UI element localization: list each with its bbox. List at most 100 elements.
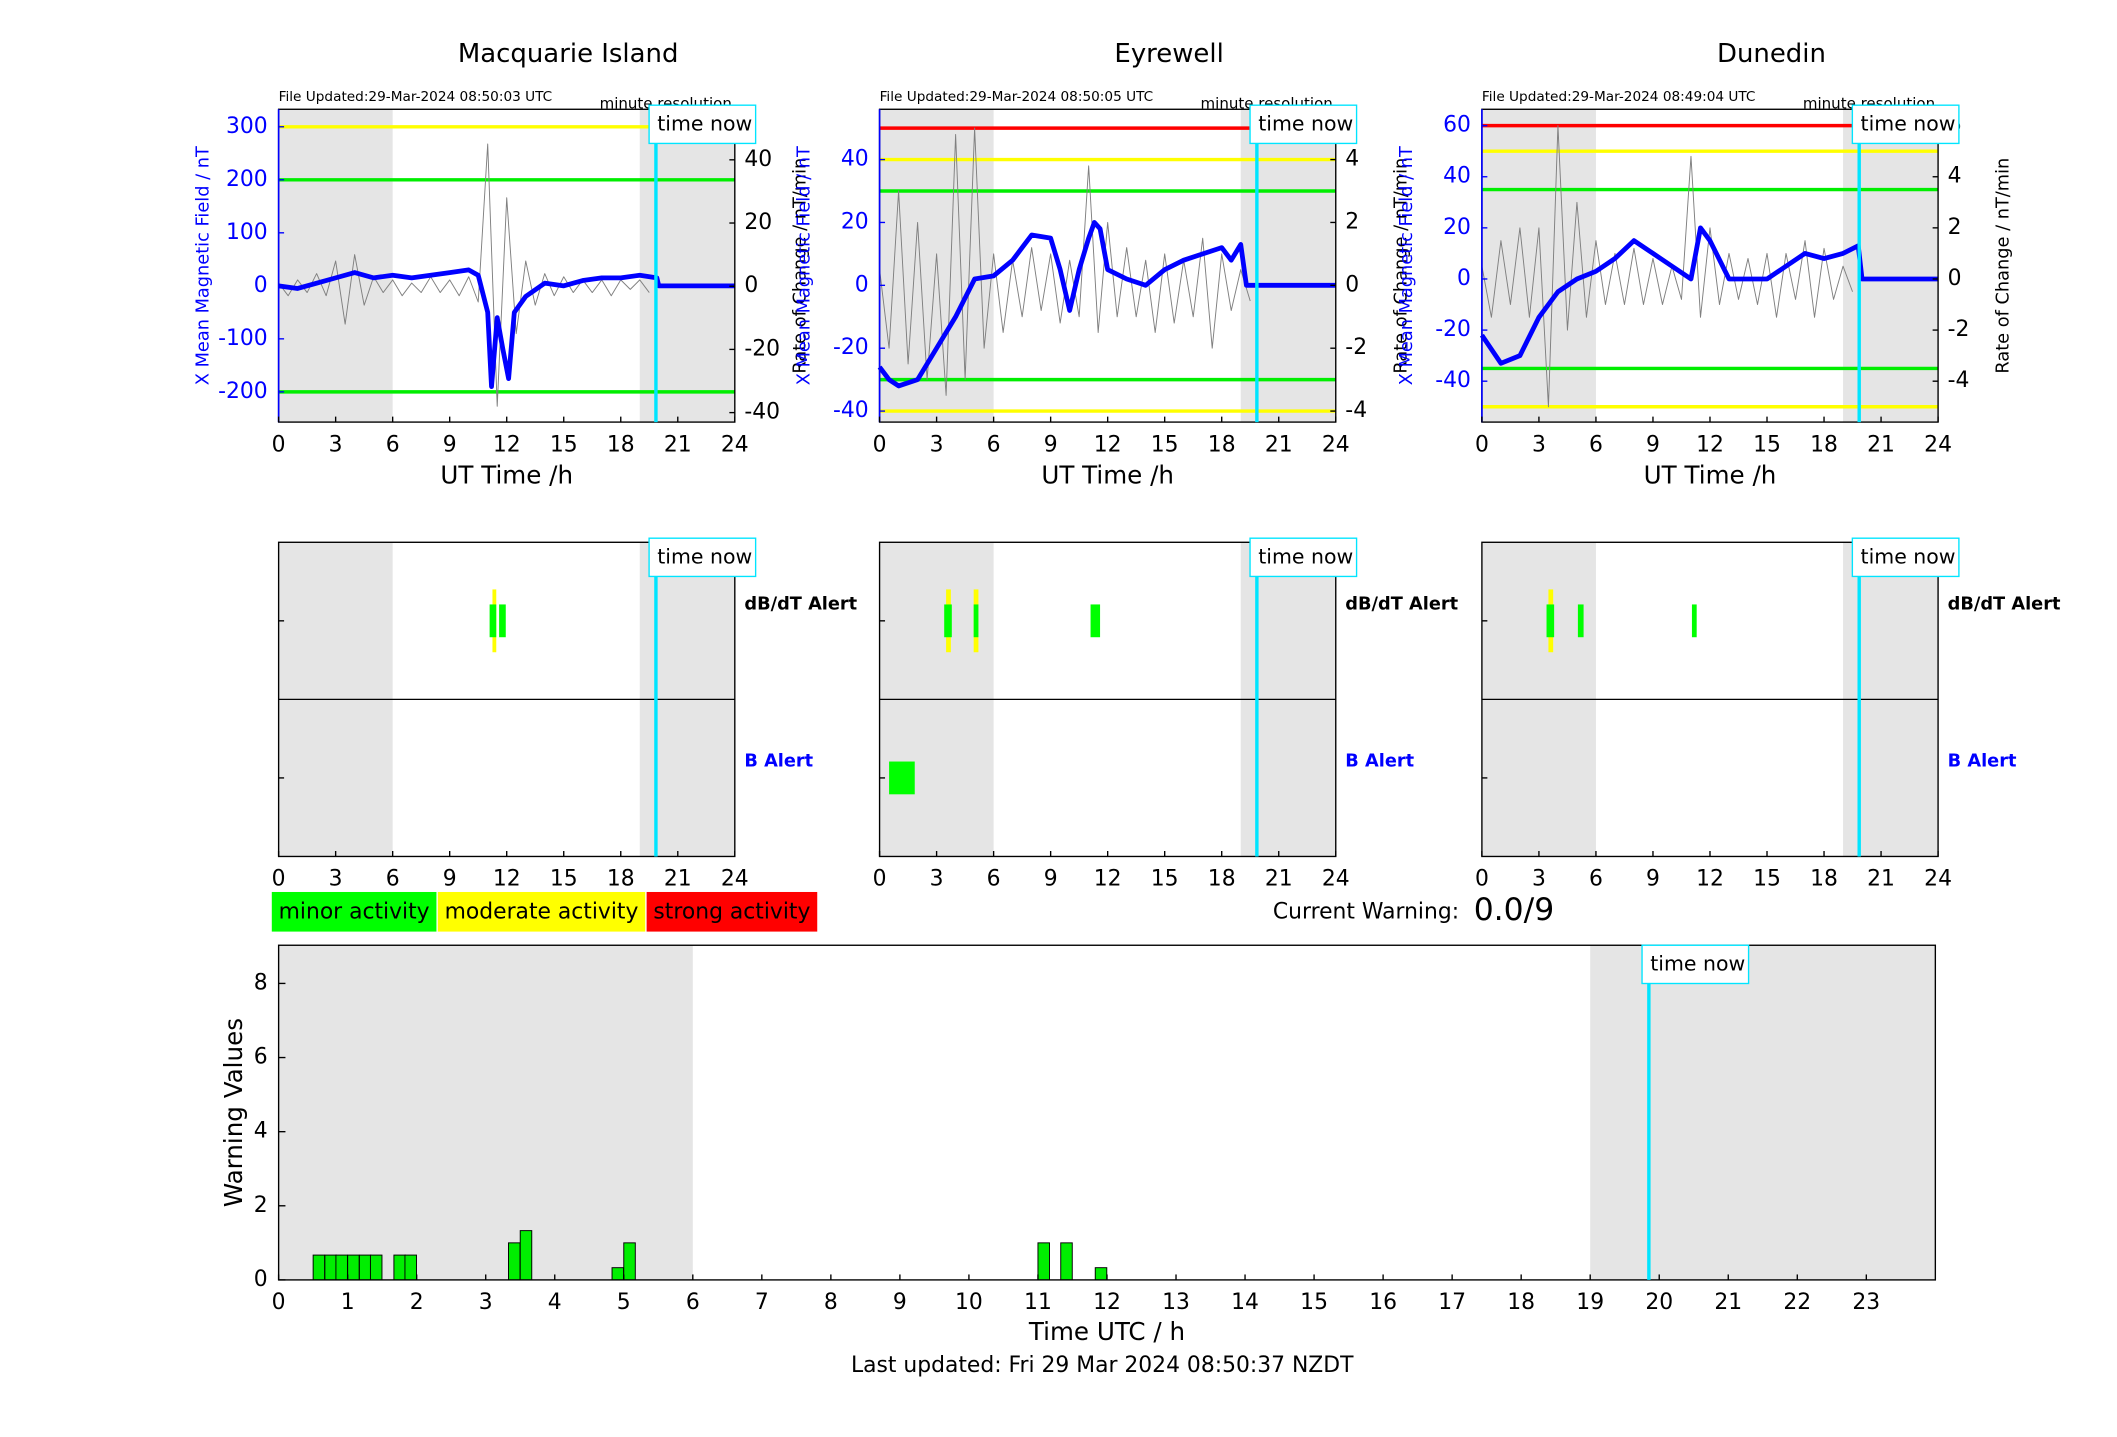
- time-now-box: [1641, 944, 1750, 985]
- x-tick-label: 21: [1265, 867, 1293, 892]
- row-label: dB/dT Alert: [744, 594, 857, 614]
- x-tick-label: 24: [721, 432, 749, 457]
- warning-bar: [393, 1254, 406, 1281]
- x-tick-label: 0: [873, 432, 887, 457]
- time-now-label: time now: [1861, 111, 1956, 135]
- x-tick-label: 12: [1696, 867, 1724, 892]
- x-tick-label: 3: [1532, 432, 1546, 457]
- x-axis-label: UT Time /h: [1041, 461, 1174, 490]
- x-tick-label: 21: [1714, 1290, 1742, 1315]
- time-now-box: [1249, 104, 1358, 145]
- legend-label: moderate activity: [445, 899, 639, 924]
- x-tick-label: 11: [1024, 1290, 1052, 1315]
- y2-tick-label: 40: [744, 147, 772, 172]
- x-tick-label: 15: [1753, 867, 1781, 892]
- y-tick-label: 0: [254, 273, 268, 298]
- x-tick-label: 14: [1231, 1290, 1259, 1315]
- legend-label: minor activity: [279, 899, 430, 924]
- x-tick-label: 24: [1322, 432, 1350, 457]
- x-tick-label: 15: [1300, 1290, 1328, 1315]
- x-tick-label: 24: [1924, 432, 1952, 457]
- y2-axis-label: Rate of Change / nT/min: [790, 158, 810, 374]
- y2-tick-label: 20: [744, 210, 772, 235]
- rate-line: [278, 143, 650, 407]
- alert-bar: [1090, 604, 1101, 638]
- x-tick-label: 22: [1783, 1290, 1811, 1315]
- y2-tick-label: 0: [744, 273, 758, 298]
- x-tick-label: 6: [987, 432, 1001, 457]
- x-tick-label: 18: [1810, 867, 1838, 892]
- warning-bar: [611, 1267, 625, 1281]
- row-label: B Alert: [744, 752, 813, 772]
- x-tick-label: 6: [386, 867, 400, 892]
- x-tick-label: 9: [893, 1290, 907, 1315]
- y2-tick-label: 0: [1948, 266, 1962, 291]
- x-tick-label: 3: [1532, 867, 1546, 892]
- x-tick-label: 21: [1867, 867, 1895, 892]
- x-tick-label: 6: [987, 867, 1001, 892]
- y-tick-label: -40: [1435, 368, 1471, 393]
- row-label: dB/dT Alert: [1345, 594, 1458, 614]
- x-tick-label: 1: [341, 1290, 355, 1315]
- x-tick-label: 16: [1369, 1290, 1397, 1315]
- current-warning-value: 0.0/9: [1474, 892, 1555, 928]
- x-tick-label: 15: [550, 432, 578, 457]
- time-now-label: time now: [657, 544, 752, 568]
- alert-bar: [499, 604, 506, 638]
- y2-tick-label: -4: [1948, 368, 1970, 393]
- y-tick-label: 8: [254, 970, 268, 995]
- file-updated: File Updated:29-Mar-2024 08:50:03 UTC: [279, 89, 553, 105]
- warning-bar: [519, 1230, 533, 1281]
- x-tick-label: 9: [1044, 867, 1058, 892]
- x-tick-label: 21: [664, 867, 692, 892]
- x-tick-label: 24: [721, 867, 749, 892]
- night-shade: [639, 109, 735, 423]
- time-now-box: [1851, 537, 1960, 578]
- warning-bar: [358, 1254, 372, 1281]
- x-tick-label: 3: [930, 432, 944, 457]
- x-tick-label: 18: [1507, 1290, 1535, 1315]
- x-tick-label: 6: [1589, 432, 1603, 457]
- chart-title: Eyrewell: [1114, 39, 1223, 69]
- night-shade: [278, 109, 393, 423]
- x-tick-label: 0: [873, 867, 887, 892]
- x-tick-label: 2: [410, 1290, 424, 1315]
- x-tick-label: 6: [1589, 867, 1603, 892]
- time-now-box: [648, 537, 757, 578]
- time-now-label: time now: [1650, 951, 1745, 975]
- x-tick-label: 12: [493, 867, 521, 892]
- row-label: dB/dT Alert: [1948, 594, 2061, 614]
- warning-bar: [324, 1254, 337, 1281]
- y-tick-label: 6: [254, 1045, 268, 1070]
- warning-bar: [404, 1254, 417, 1281]
- x-tick-label: 12: [1094, 867, 1122, 892]
- x-tick-label: 18: [607, 432, 635, 457]
- legend-swatch: [646, 891, 818, 932]
- x-tick-label: 15: [1753, 432, 1781, 457]
- x-tick-label: 18: [1208, 867, 1236, 892]
- y-tick-label: 40: [1443, 164, 1471, 189]
- y-tick-label: 200: [226, 167, 268, 192]
- warning-bar: [1094, 1267, 1108, 1281]
- x-tick-label: 3: [930, 867, 944, 892]
- file-updated: File Updated:29-Mar-2024 08:49:04 UTC: [1482, 89, 1756, 105]
- time-now-label: time now: [1861, 544, 1956, 568]
- alert-bar: [1691, 604, 1697, 638]
- y2-tick-label: -2: [1345, 335, 1367, 360]
- y2-tick-label: 4: [1948, 164, 1962, 189]
- x-axis-label: UT Time /h: [440, 461, 573, 490]
- y-axis-label: Warning Values: [219, 1018, 248, 1207]
- y-axis-label: X Mean Magnetic Field / nT: [194, 146, 214, 385]
- x-tick-label: 5: [617, 1290, 631, 1315]
- time-now-label: time now: [657, 111, 752, 135]
- x-tick-label: 20: [1645, 1290, 1673, 1315]
- y2-tick-label: 2: [1345, 209, 1359, 234]
- alert-bar: [889, 761, 915, 795]
- x-tick-label: 0: [272, 1290, 286, 1315]
- x-tick-label: 8: [824, 1290, 838, 1315]
- field-line: [877, 220, 1336, 389]
- legend-label: strong activity: [653, 899, 810, 924]
- warning-bar: [508, 1242, 521, 1281]
- field-line: [1479, 225, 1939, 366]
- x-tick-label: 9: [443, 867, 457, 892]
